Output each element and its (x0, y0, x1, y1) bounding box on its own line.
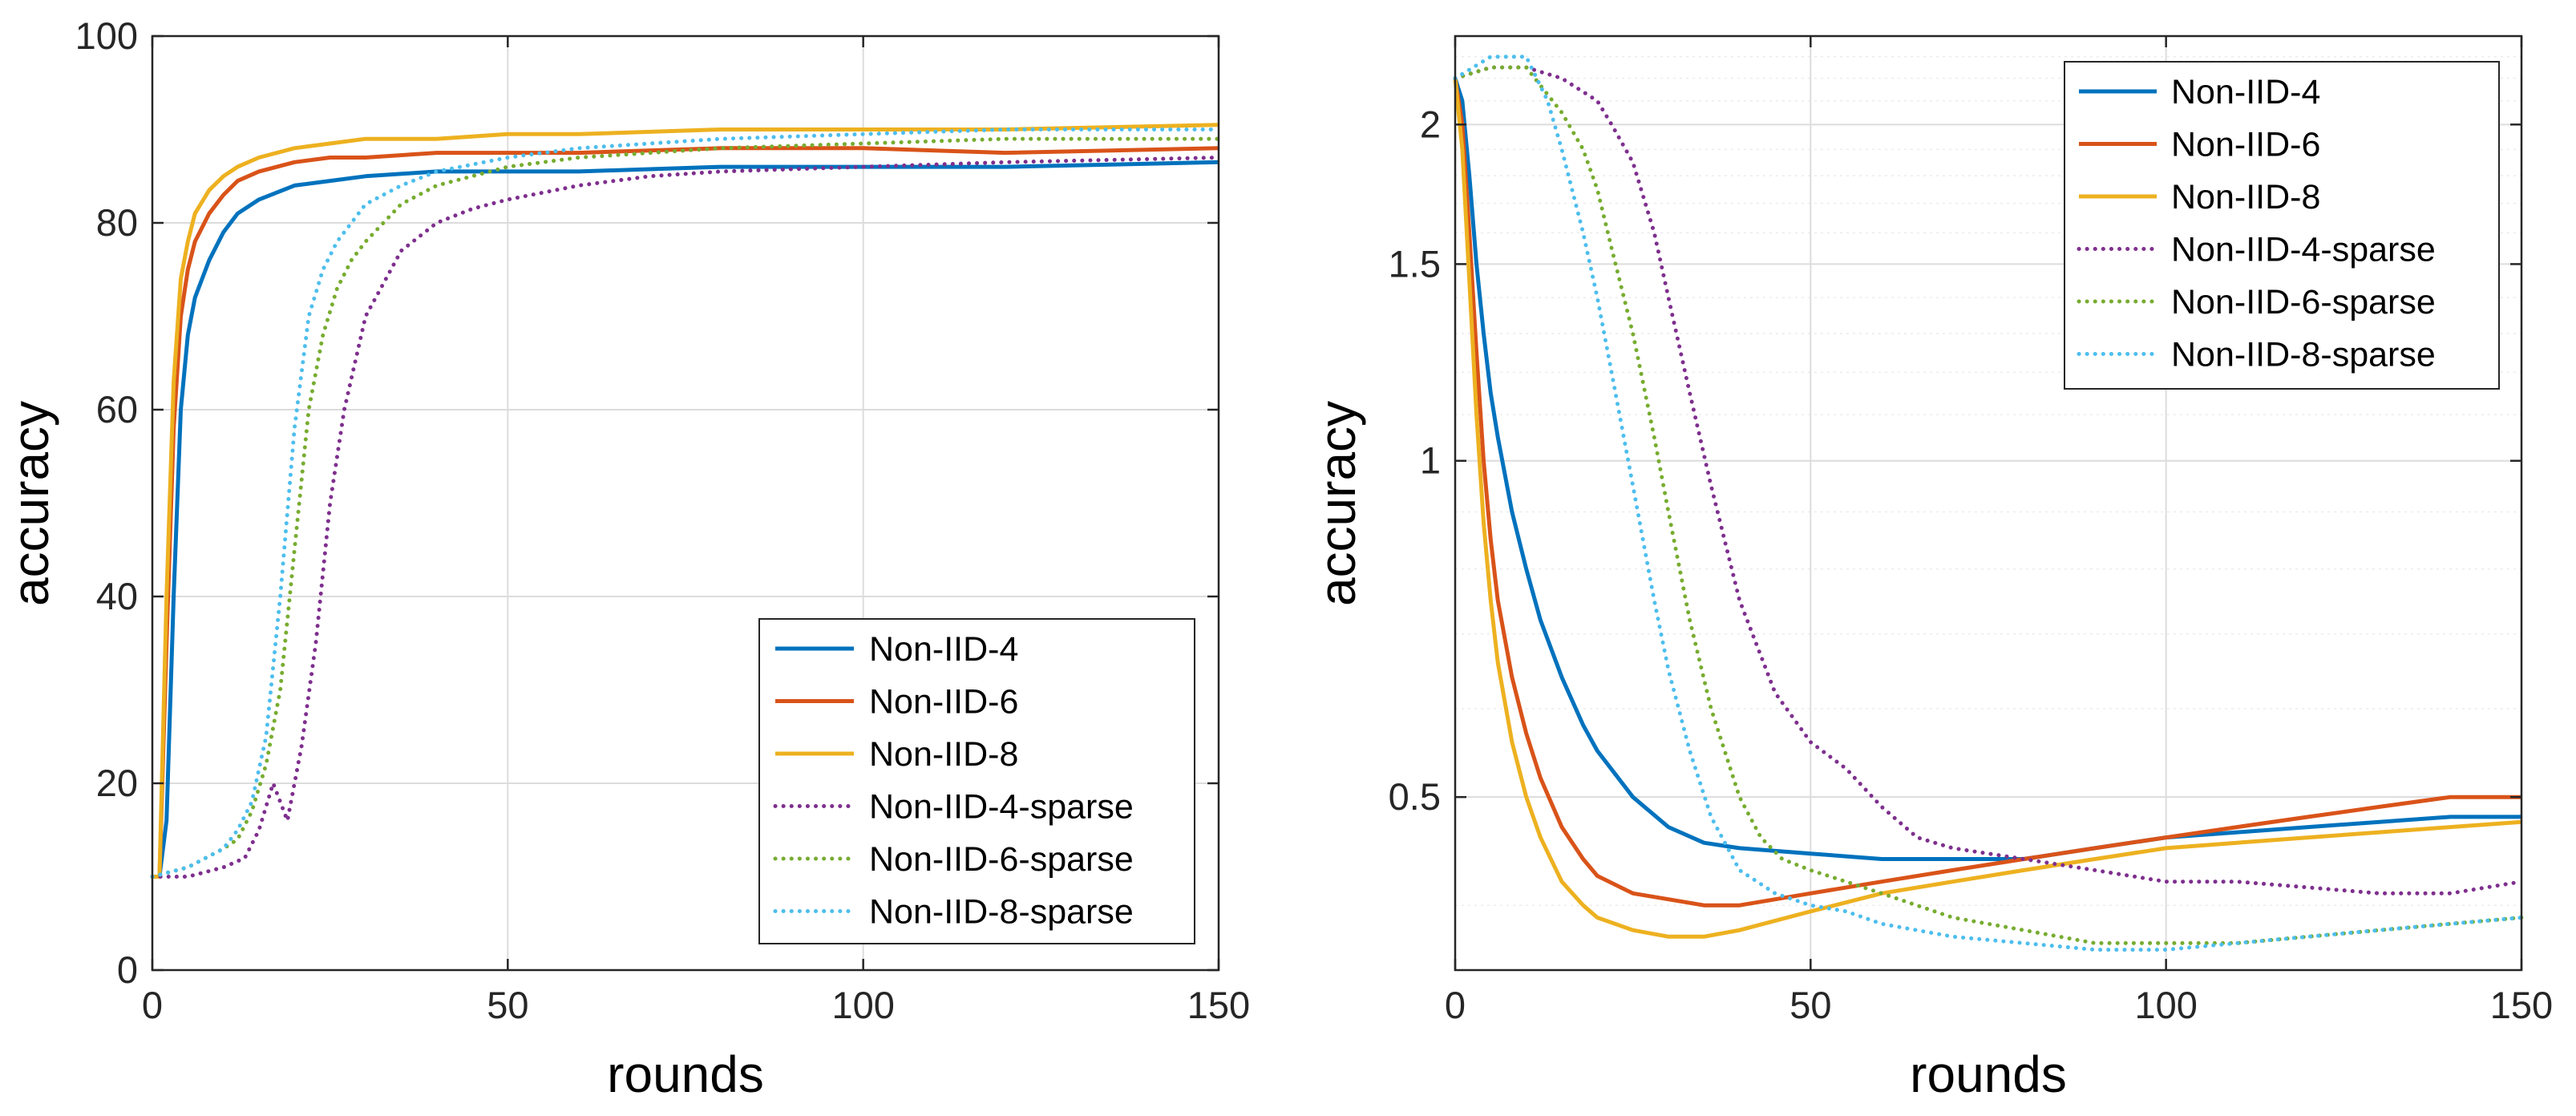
left-chart-ticks: 0 50 100 150 0 20 40 60 80 100 (75, 14, 1251, 1026)
right-x-tick-label: 50 (1789, 984, 1831, 1026)
right-series-non-iid-6 (1453, 78, 2521, 908)
left-chart: 0 50 100 150 0 20 40 60 80 100 rounds accuracy No… (2, 14, 1250, 1103)
left-legend-label-non-iid-8-sparse: Non-IID-8-sparse (869, 893, 1134, 932)
right-legend-label-non-iid-4-sparse: Non-IID-4-sparse (2171, 231, 2436, 269)
left-legend-label-non-iid-4: Non-IID-4 (869, 630, 1018, 669)
left-y-tick-label: 0 (117, 948, 138, 991)
left-y-tick-label: 20 (96, 762, 138, 804)
right-chart-legend: Non-IID-4 Non-IID-6 Non-IID-8 Non-IID-4-spa… (2064, 61, 2500, 390)
right-x-tick-label: 0 (1445, 984, 1466, 1026)
right-legend-label-non-iid-4: Non-IID-4 (2171, 73, 2320, 111)
right-chart-ticks: 0 50 100 150 0.5 1 1.5 2 (1389, 36, 2553, 1026)
left-y-axis-label: accuracy (2, 401, 59, 606)
right-legend-label-non-iid-6-sparse: Non-IID-6-sparse (2171, 283, 2436, 321)
right-series-non-iid-8-sparse (1453, 55, 2524, 952)
right-series-non-iid-4-sparse (1453, 65, 2524, 896)
left-x-tick-label: 50 (487, 984, 528, 1026)
right-series-non-iid-4 (1453, 77, 2521, 861)
left-x-tick-label: 150 (1187, 984, 1250, 1026)
left-chart-legend: Non-IID-4 Non-IID-6 Non-IID-8 Non-IID-4-spa… (758, 618, 1195, 944)
right-x-axis-label: rounds (1910, 1045, 2067, 1103)
left-series-non-iid-4 (152, 160, 1219, 879)
left-x-tick-label: 100 (831, 984, 894, 1026)
right-series-non-iid-8 (1453, 78, 2522, 939)
left-y-tick-label: 100 (75, 14, 138, 57)
left-chart-series (150, 123, 1221, 879)
right-chart-series (1453, 55, 2524, 952)
left-y-tick-label: 60 (96, 388, 138, 431)
left-y-tick-label: 40 (96, 575, 138, 617)
left-legend-label-non-iid-6: Non-IID-6 (869, 683, 1018, 722)
right-x-tick-label: 100 (2134, 984, 2197, 1026)
right-series-non-iid-6-sparse (1453, 65, 2524, 945)
right-legend-label-non-iid-8-sparse: Non-IID-8-sparse (2171, 336, 2436, 374)
left-series-non-iid-8 (152, 123, 1219, 879)
right-x-tick-label: 150 (2490, 984, 2553, 1026)
right-chart: 0 50 100 150 0.5 1 1.5 2 rounds accuracy Non-II… (1308, 34, 2553, 1103)
right-y-tick-label: 1 (1420, 439, 1441, 482)
right-y-tick-label: 0.5 (1389, 775, 1441, 818)
left-x-tick-label: 0 (142, 984, 163, 1026)
left-legend-label-non-iid-8: Non-IID-8 (869, 735, 1018, 774)
left-series-non-iid-4-sparse (150, 156, 1221, 879)
left-legend-label-non-iid-6-sparse: Non-IID-6-sparse (869, 840, 1134, 879)
left-y-tick-label: 80 (96, 201, 138, 244)
left-legend-label-non-iid-4-sparse: Non-IID-4-sparse (869, 788, 1134, 827)
right-y-tick-label: 2 (1420, 103, 1441, 145)
right-legend-label-non-iid-8: Non-IID-8 (2171, 178, 2320, 216)
right-y-tick-label: 1.5 (1389, 242, 1441, 285)
right-legend-label-non-iid-6: Non-IID-6 (2171, 126, 2320, 164)
left-x-axis-label: rounds (607, 1045, 764, 1103)
right-y-axis-label: accuracy (1308, 401, 1366, 606)
left-series-non-iid-6-sparse (150, 136, 1221, 879)
